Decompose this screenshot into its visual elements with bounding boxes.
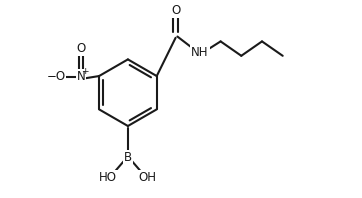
Text: B: B [124, 151, 132, 164]
Text: NH: NH [191, 46, 209, 59]
Text: −O: −O [46, 70, 66, 83]
Text: HO: HO [99, 171, 117, 184]
Text: OH: OH [139, 171, 157, 184]
Text: +: + [81, 67, 89, 76]
Text: O: O [76, 42, 86, 55]
Text: N: N [77, 70, 85, 83]
Text: O: O [171, 4, 180, 17]
